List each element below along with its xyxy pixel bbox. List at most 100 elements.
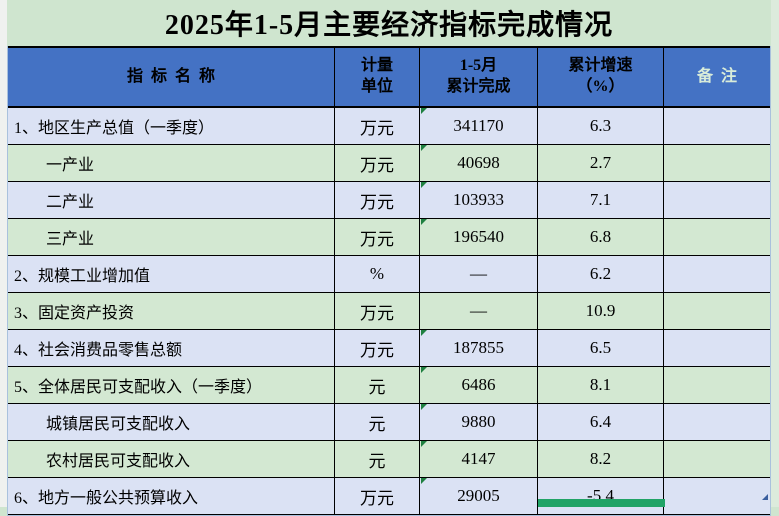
error-indicator-icon bbox=[421, 219, 427, 225]
excel-selection-border[interactable] bbox=[538, 499, 665, 507]
unit-cell[interactable]: 元 bbox=[335, 404, 420, 440]
cumulative-value: 9880 bbox=[461, 412, 496, 431]
unit-cell[interactable]: 元 bbox=[335, 367, 420, 403]
growth-cell[interactable]: -5.4 bbox=[538, 478, 664, 514]
report-sheet: 2025年1-5月主要经济指标完成情况 指 标 名 称 计量 单位 1-5月 累… bbox=[7, 0, 771, 516]
indicator-name-cell[interactable]: 5、全体居民可支配收入（一季度） bbox=[8, 367, 335, 403]
indicator-name: 3、固定资产投资 bbox=[14, 305, 135, 322]
table-header-row: 指 标 名 称 计量 单位 1-5月 累计完成 累计增速 （%） 备 注 bbox=[8, 46, 770, 108]
note-cell[interactable] bbox=[664, 145, 770, 181]
indicator-name: 2、规模工业增加值 bbox=[14, 268, 151, 285]
unit-cell[interactable]: 万元 bbox=[335, 478, 420, 514]
header-value-line2: 累计完成 bbox=[446, 78, 511, 95]
indicator-name-cell[interactable]: 6、地方一般公共预算收入 bbox=[8, 478, 335, 514]
fill-handle-corner-icon bbox=[762, 494, 768, 500]
table-row: 6、地方一般公共预算收入 万元 29005 -5.4 bbox=[8, 478, 770, 515]
unit-cell[interactable]: 万元 bbox=[335, 293, 420, 329]
unit-value: 万元 bbox=[360, 340, 394, 360]
unit-cell[interactable]: 万元 bbox=[335, 108, 420, 144]
header-indicator-name: 指 标 名 称 bbox=[8, 48, 335, 106]
growth-cell[interactable]: 2.7 bbox=[538, 145, 664, 181]
growth-value: 10.9 bbox=[585, 301, 616, 320]
indicator-name: 1、地区生产总值（一季度） bbox=[14, 120, 215, 137]
growth-cell[interactable]: 8.2 bbox=[538, 441, 664, 477]
growth-value: 6.8 bbox=[589, 227, 612, 246]
left-margin-strip bbox=[0, 0, 7, 507]
unit-cell[interactable]: 万元 bbox=[335, 330, 420, 366]
indicator-name-cell[interactable]: 农村居民可支配收入 bbox=[8, 441, 335, 477]
report-title: 2025年1-5月主要经济指标完成情况 bbox=[164, 10, 614, 41]
header-growth-line2: （%） bbox=[576, 78, 625, 95]
indicator-name: 农村居民可支配收入 bbox=[46, 453, 191, 470]
indicator-name-cell[interactable]: 三产业 bbox=[8, 219, 335, 255]
indicator-name: 4、社会消费品零售总额 bbox=[14, 342, 183, 359]
cumulative-value: 4147 bbox=[461, 449, 496, 468]
note-cell[interactable] bbox=[664, 478, 770, 514]
header-unit-line1: 计量 bbox=[360, 57, 393, 75]
unit-value: 万元 bbox=[360, 155, 394, 175]
indicator-name: 二产业 bbox=[46, 194, 95, 211]
unit-cell[interactable]: 元 bbox=[335, 441, 420, 477]
note-cell[interactable] bbox=[664, 330, 770, 366]
table-row: 城镇居民可支配收入 元 9880 6.4 bbox=[8, 404, 770, 441]
indicator-name-cell[interactable]: 2、规模工业增加值 bbox=[8, 256, 335, 292]
indicator-name-cell[interactable]: 4、社会消费品零售总额 bbox=[8, 330, 335, 366]
table-row: 农村居民可支配收入 元 4147 8.2 bbox=[8, 441, 770, 478]
header-unit-line2: 单位 bbox=[360, 78, 393, 95]
indicator-name-cell[interactable]: 城镇居民可支配收入 bbox=[8, 404, 335, 440]
cumulative-value: 341170 bbox=[453, 116, 504, 135]
growth-cell[interactable]: 6.2 bbox=[538, 256, 664, 292]
unit-cell[interactable]: 万元 bbox=[335, 145, 420, 181]
value-cell[interactable]: — bbox=[420, 256, 538, 292]
indicator-name-cell[interactable]: 1、地区生产总值（一季度） bbox=[8, 108, 335, 144]
error-indicator-icon bbox=[421, 478, 427, 484]
value-cell[interactable]: 6486 bbox=[420, 367, 538, 403]
value-cell[interactable]: 103933 bbox=[420, 182, 538, 218]
indicator-name-cell[interactable]: 3、固定资产投资 bbox=[8, 293, 335, 329]
growth-cell[interactable]: 7.1 bbox=[538, 182, 664, 218]
unit-value: 万元 bbox=[360, 229, 394, 249]
note-cell[interactable] bbox=[664, 182, 770, 218]
value-cell[interactable]: — bbox=[420, 293, 538, 329]
value-cell[interactable]: 341170 bbox=[420, 108, 538, 144]
unit-cell[interactable]: % bbox=[335, 256, 420, 292]
note-cell[interactable] bbox=[664, 219, 770, 255]
value-cell[interactable]: 187855 bbox=[420, 330, 538, 366]
note-cell[interactable] bbox=[664, 108, 770, 144]
error-indicator-icon bbox=[421, 145, 427, 151]
header-growth-rate: 累计增速 （%） bbox=[538, 48, 664, 106]
note-cell[interactable] bbox=[664, 256, 770, 292]
indicator-name-cell[interactable]: 二产业 bbox=[8, 182, 335, 218]
growth-cell[interactable]: 6.4 bbox=[538, 404, 664, 440]
cumulative-value: 187855 bbox=[453, 338, 504, 357]
note-cell[interactable] bbox=[664, 441, 770, 477]
indicators-table: 指 标 名 称 计量 单位 1-5月 累计完成 累计增速 （%） 备 注 1、地… bbox=[7, 46, 771, 516]
growth-value: 8.1 bbox=[589, 375, 612, 394]
error-indicator-icon bbox=[421, 330, 427, 336]
unit-value: 万元 bbox=[360, 192, 394, 212]
note-cell[interactable] bbox=[664, 293, 770, 329]
unit-cell[interactable]: 万元 bbox=[335, 219, 420, 255]
growth-cell[interactable]: 8.1 bbox=[538, 367, 664, 403]
growth-cell[interactable]: 6.3 bbox=[538, 108, 664, 144]
value-cell[interactable]: 40698 bbox=[420, 145, 538, 181]
value-cell[interactable]: 196540 bbox=[420, 219, 538, 255]
note-cell[interactable] bbox=[664, 404, 770, 440]
unit-value: % bbox=[369, 264, 385, 283]
growth-cell[interactable]: 6.5 bbox=[538, 330, 664, 366]
indicator-name-cell[interactable]: 一产业 bbox=[8, 145, 335, 181]
value-cell[interactable]: 9880 bbox=[420, 404, 538, 440]
growth-cell[interactable]: 10.9 bbox=[538, 293, 664, 329]
note-cell[interactable] bbox=[664, 367, 770, 403]
table-row: 一产业 万元 40698 2.7 bbox=[8, 145, 770, 182]
unit-value: 元 bbox=[368, 377, 386, 397]
value-cell[interactable]: 4147 bbox=[420, 441, 538, 477]
cumulative-value: — bbox=[470, 301, 487, 320]
growth-value: 8.2 bbox=[589, 449, 612, 468]
value-cell[interactable]: 29005 bbox=[420, 478, 538, 514]
unit-cell[interactable]: 万元 bbox=[335, 182, 420, 218]
indicator-name: 三产业 bbox=[46, 231, 95, 248]
error-indicator-icon bbox=[421, 108, 427, 114]
indicator-name: 5、全体居民可支配收入（一季度） bbox=[14, 379, 263, 396]
growth-cell[interactable]: 6.8 bbox=[538, 219, 664, 255]
